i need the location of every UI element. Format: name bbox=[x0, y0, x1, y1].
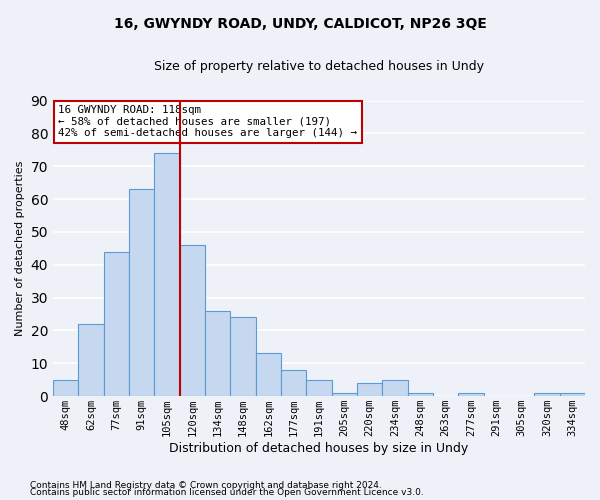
Bar bbox=[407, 393, 433, 396]
Text: Contains public sector information licensed under the Open Government Licence v3: Contains public sector information licen… bbox=[30, 488, 424, 497]
Bar bbox=[357, 383, 382, 396]
Bar bbox=[382, 380, 407, 396]
Bar bbox=[53, 380, 79, 396]
Bar bbox=[256, 354, 281, 396]
Bar bbox=[205, 311, 230, 396]
Bar bbox=[230, 318, 256, 396]
Bar bbox=[535, 393, 560, 396]
X-axis label: Distribution of detached houses by size in Undy: Distribution of detached houses by size … bbox=[169, 442, 469, 455]
Bar bbox=[154, 153, 179, 396]
Bar bbox=[560, 393, 585, 396]
Bar bbox=[79, 324, 104, 396]
Text: Contains HM Land Registry data © Crown copyright and database right 2024.: Contains HM Land Registry data © Crown c… bbox=[30, 480, 382, 490]
Bar bbox=[307, 380, 332, 396]
Text: 16 GWYNDY ROAD: 118sqm
← 58% of detached houses are smaller (197)
42% of semi-de: 16 GWYNDY ROAD: 118sqm ← 58% of detached… bbox=[58, 105, 358, 138]
Y-axis label: Number of detached properties: Number of detached properties bbox=[15, 160, 25, 336]
Bar bbox=[458, 393, 484, 396]
Title: Size of property relative to detached houses in Undy: Size of property relative to detached ho… bbox=[154, 60, 484, 73]
Bar bbox=[129, 189, 154, 396]
Bar bbox=[332, 393, 357, 396]
Text: 16, GWYNDY ROAD, UNDY, CALDICOT, NP26 3QE: 16, GWYNDY ROAD, UNDY, CALDICOT, NP26 3Q… bbox=[113, 18, 487, 32]
Bar bbox=[179, 245, 205, 396]
Bar bbox=[281, 370, 307, 396]
Bar bbox=[104, 252, 129, 396]
